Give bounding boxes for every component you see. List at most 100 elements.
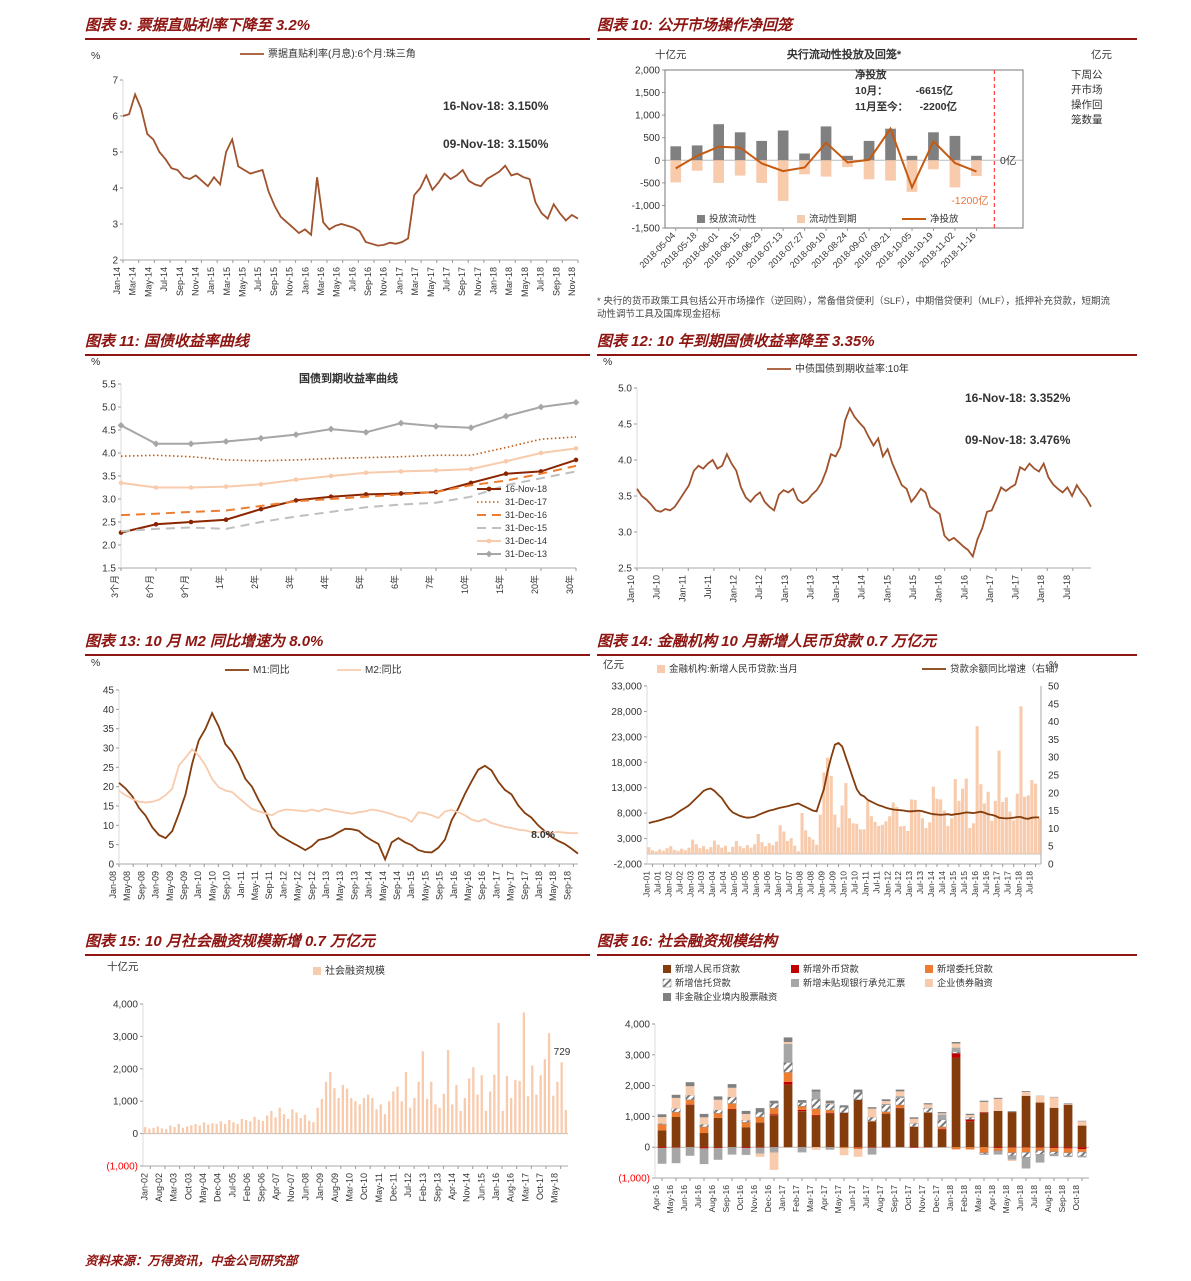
svg-text:5年: 5年 xyxy=(354,575,365,589)
svg-text:May-15: May-15 xyxy=(420,871,430,901)
svg-text:Jan-03: Jan-03 xyxy=(685,871,695,897)
chart15-title: 图表 15: 10 月社会融资规模新增 0.7 万亿元 xyxy=(85,933,375,950)
svg-text:-1,500: -1,500 xyxy=(632,224,661,235)
svg-text:Jul-16: Jul-16 xyxy=(981,871,991,894)
svg-text:Jun-15: Jun-15 xyxy=(476,1173,486,1201)
svg-text:Jan-18: Jan-18 xyxy=(1014,871,1024,897)
chart11-header: 图表 11: 国债收益率曲线 xyxy=(85,330,590,356)
svg-text:(1,000): (1,000) xyxy=(618,1174,650,1185)
svg-text:Sep-13: Sep-13 xyxy=(349,871,359,900)
svg-text:新增委托贷款: 新增委托贷款 xyxy=(937,963,993,974)
svg-text:5: 5 xyxy=(108,840,114,851)
svg-text:Jul-04: Jul-04 xyxy=(718,871,728,894)
svg-text:Aug-17: Aug-17 xyxy=(875,1185,885,1213)
svg-text:Jan-06: Jan-06 xyxy=(751,871,761,897)
svg-text:Sep-11: Sep-11 xyxy=(264,871,274,899)
svg-text:18,000: 18,000 xyxy=(611,758,642,769)
svg-text:Oct-16: Oct-16 xyxy=(735,1185,745,1211)
svg-text:30: 30 xyxy=(103,744,115,755)
svg-text:2.0: 2.0 xyxy=(102,541,116,552)
svg-text:5: 5 xyxy=(1048,842,1054,853)
svg-text:4.0: 4.0 xyxy=(618,456,632,467)
svg-text:28,000: 28,000 xyxy=(611,707,642,718)
svg-text:Jul-17: Jul-17 xyxy=(441,267,451,292)
svg-text:Jul-18: Jul-18 xyxy=(1025,871,1035,894)
svg-text:8.0%: 8.0% xyxy=(531,829,556,841)
svg-text:2.5: 2.5 xyxy=(618,564,632,575)
svg-text:Jan-08: Jan-08 xyxy=(795,871,805,897)
svg-text:11月至今：: 11月至今： xyxy=(855,100,908,113)
svg-text:Jun-18: Jun-18 xyxy=(1015,1185,1025,1211)
svg-text:Dec-16: Dec-16 xyxy=(763,1185,773,1213)
svg-text:Jan-05: Jan-05 xyxy=(729,871,739,897)
svg-text:3: 3 xyxy=(112,220,118,231)
svg-text:Jan-09: Jan-09 xyxy=(151,871,161,899)
svg-text:Apr-14: Apr-14 xyxy=(447,1173,457,1200)
svg-text:Sep-14: Sep-14 xyxy=(392,871,402,900)
svg-text:Jan-15: Jan-15 xyxy=(948,871,958,897)
chart14-canvas: 33,00028,00023,00018,00013,0008,0003,000… xyxy=(597,660,1137,922)
svg-text:Jan-14: Jan-14 xyxy=(831,575,841,603)
svg-text:Jan-12: Jan-12 xyxy=(882,871,892,897)
svg-text:Oct-17: Oct-17 xyxy=(903,1185,913,1211)
svg-text:中债国债到期收益率:10年: 中债国债到期收益率:10年 xyxy=(795,362,909,375)
svg-text:Nov-07: Nov-07 xyxy=(286,1173,296,1202)
svg-text:Jan-17: Jan-17 xyxy=(777,1185,787,1211)
svg-text:Sep-17: Sep-17 xyxy=(889,1185,899,1213)
svg-text:M1:同比: M1:同比 xyxy=(253,664,290,676)
svg-text:15: 15 xyxy=(103,802,115,813)
svg-text:Jul-07: Jul-07 xyxy=(784,871,794,894)
svg-text:6年: 6年 xyxy=(389,575,400,589)
svg-text:Jul-14: Jul-14 xyxy=(937,871,947,894)
chart12-title: 图表 12: 10 年到期国债收益率降至 3.35% xyxy=(597,333,875,350)
svg-text:10月：: 10月： xyxy=(855,85,888,97)
svg-text:Jan-09: Jan-09 xyxy=(817,871,827,897)
svg-text:亿元: 亿元 xyxy=(1091,48,1113,61)
svg-text:%: % xyxy=(91,657,100,669)
svg-text:Jan-16: Jan-16 xyxy=(449,871,459,899)
svg-text:1,000: 1,000 xyxy=(635,111,660,122)
svg-text:23,000: 23,000 xyxy=(611,732,642,743)
svg-text:Sep-18: Sep-18 xyxy=(1057,1185,1067,1213)
svg-text:10: 10 xyxy=(103,821,115,832)
svg-text:Jan-02: Jan-02 xyxy=(139,1173,149,1201)
svg-text:操作回: 操作回 xyxy=(1071,98,1103,111)
svg-text:%: % xyxy=(91,50,100,62)
svg-text:Mar-10: Mar-10 xyxy=(345,1173,355,1202)
svg-text:Jul-09: Jul-09 xyxy=(828,871,838,894)
svg-text:Jul-18: Jul-18 xyxy=(1062,575,1072,600)
svg-text:Jan-09: Jan-09 xyxy=(315,1173,325,1201)
svg-text:Jan-16: Jan-16 xyxy=(300,267,310,295)
svg-text:31-Dec-16: 31-Dec-16 xyxy=(505,510,547,520)
svg-text:投放流动性: 投放流动性 xyxy=(709,213,757,225)
svg-text:十亿元: 十亿元 xyxy=(107,960,139,973)
svg-text:1,500: 1,500 xyxy=(635,88,660,99)
svg-text:Jan-07: Jan-07 xyxy=(773,871,783,897)
svg-text:新增未贴现银行承兑汇票: 新增未贴现银行承兑汇票 xyxy=(803,977,905,988)
svg-text:新增信托贷款: 新增信托贷款 xyxy=(675,977,731,988)
chart16-title: 图表 16: 社会融资规模结构 xyxy=(597,933,777,950)
svg-text:4.0: 4.0 xyxy=(102,449,116,460)
svg-text:Apr-07: Apr-07 xyxy=(271,1173,281,1200)
svg-text:Nov-14: Nov-14 xyxy=(462,1173,472,1202)
chart14-header: 图表 14: 金融机构 10 月新增人民币贷款 0.7 万亿元 xyxy=(597,630,1137,656)
svg-text:4年: 4年 xyxy=(319,575,330,589)
svg-text:Jan-18: Jan-18 xyxy=(489,267,499,295)
chart16-header: 图表 16: 社会融资规模结构 xyxy=(597,930,1137,956)
svg-text:Sep-18: Sep-18 xyxy=(551,267,561,296)
svg-text:Sep-18: Sep-18 xyxy=(562,871,572,900)
svg-text:-500: -500 xyxy=(640,178,660,189)
svg-text:M2:同比: M2:同比 xyxy=(365,664,402,676)
svg-text:Sep-10: Sep-10 xyxy=(222,871,232,900)
svg-text:Jan-02: Jan-02 xyxy=(663,871,673,897)
svg-text:Jan-15: Jan-15 xyxy=(206,267,216,295)
svg-text:May-17: May-17 xyxy=(833,1185,843,1214)
svg-text:2: 2 xyxy=(112,256,118,267)
svg-text:May-14: May-14 xyxy=(378,871,388,901)
svg-text:16-Nov-18: 3.352%: 16-Nov-18: 3.352% xyxy=(965,391,1071,405)
svg-text:16-Nov-18: 3.150%: 16-Nov-18: 3.150% xyxy=(443,99,549,113)
